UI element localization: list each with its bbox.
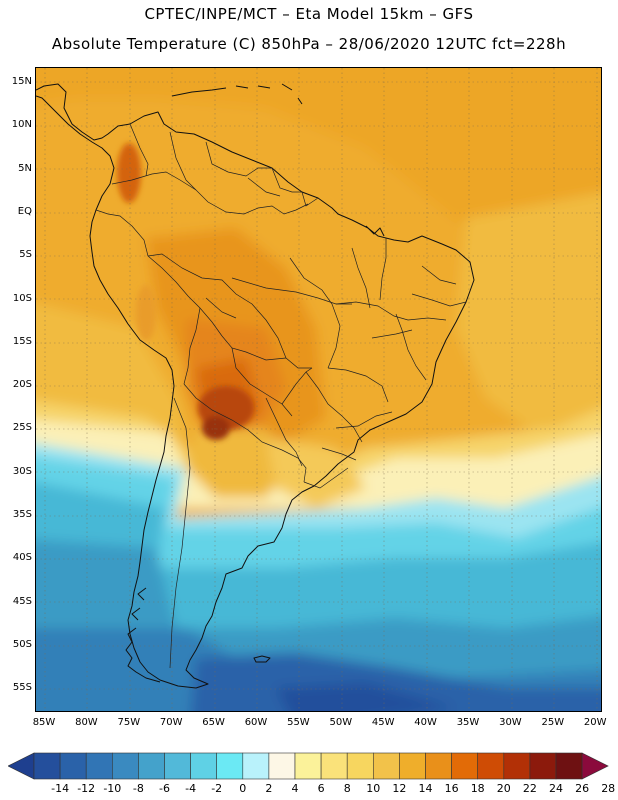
lat-label: 15S (12, 335, 32, 347)
lat-label: 10N (11, 119, 32, 131)
coastlines (36, 83, 475, 689)
colorbar-tick-label: 26 (575, 782, 590, 795)
lon-label: 70W (159, 717, 183, 728)
colorbar-swatch (425, 752, 452, 780)
colorbar-swatch (112, 752, 139, 780)
colorbar-tick-label: 10 (366, 782, 381, 795)
lat-label: 25S (12, 422, 32, 434)
lon-label: 45W (371, 717, 395, 728)
colorbar-tick-label: 6 (317, 782, 325, 795)
colorbar-tick-label: 22 (522, 782, 537, 795)
lon-label: 35W (456, 717, 480, 728)
colorbar-swatch (451, 752, 479, 780)
lat-label: 55S (12, 682, 32, 694)
colorbar-swatch (320, 752, 348, 780)
colorbar-tick-label: -10 (103, 782, 122, 795)
lon-label: 40W (414, 717, 437, 728)
colorbar-swatch (399, 752, 426, 780)
colorbar-tick-label: 2 (265, 782, 273, 795)
lon-label: 50W (329, 717, 353, 728)
colorbar-swatch (529, 752, 557, 780)
colorbar-swatch (268, 752, 296, 780)
colorbar-tick-label: 24 (549, 782, 563, 795)
lat-label: 5N (18, 162, 32, 174)
colorbar-swatch (33, 752, 61, 780)
graticule (36, 68, 601, 711)
lon-label: 75W (117, 717, 141, 728)
colorbar-swatch (555, 752, 583, 780)
temperature-field (36, 68, 601, 711)
lon-label: 85W (32, 717, 56, 728)
colorbar-tick-label: -12 (77, 782, 96, 795)
lat-label: 40S (12, 552, 32, 564)
colorbar-tick-label: -14 (51, 782, 70, 795)
colorbar-swatch (477, 752, 505, 780)
colorbar-tick-label: 14 (418, 782, 433, 795)
colorbar-tick-label: 4 (291, 782, 299, 795)
colorbar-tick-label: 12 (392, 782, 407, 795)
colorbar-tick-label: 0 (239, 782, 247, 795)
colorbar-tick-label: 20 (496, 782, 511, 795)
colorbar-swatch (59, 752, 87, 780)
colorbar-tick-label: -6 (159, 782, 170, 795)
lat-label: 10S (12, 292, 32, 304)
colorbar-tick-label: 16 (444, 782, 459, 795)
lat-label: 15N (11, 76, 32, 87)
colorbar-swatch (242, 752, 270, 780)
lat-label: 20S (12, 379, 32, 391)
colorbar-tick-label: -2 (211, 782, 223, 795)
lon-label: 60W (244, 717, 268, 728)
lat-label: 30S (12, 465, 32, 477)
lat-label: 5S (19, 249, 32, 261)
colorbar-swatch (190, 752, 218, 780)
temperature-map (35, 67, 602, 712)
colorbar-swatch (372, 752, 400, 780)
colorbar-swatch (503, 752, 531, 780)
temperature-colorbar (8, 752, 609, 780)
colorbar-tick-label: 18 (470, 782, 485, 795)
colorbar-swatch (138, 752, 165, 780)
lon-label: 20W (583, 717, 607, 728)
lon-label: 55W (287, 717, 310, 728)
map-title: CPTEC/INPE/MCT – Eta Model 15km – GFS (144, 5, 474, 23)
andes-hotspots (117, 143, 254, 440)
colorbar-swatch (216, 752, 244, 780)
colorbar-tick-label: -8 (132, 782, 144, 795)
lat-label: 50S (12, 638, 32, 650)
lon-label: 65W (202, 717, 225, 728)
colorbar-max-arrow (581, 752, 609, 780)
lon-label: 30W (499, 717, 522, 728)
colorbar-tick-label: -4 (185, 782, 197, 795)
colorbar-swatch (85, 752, 113, 780)
lon-label: 80W (75, 717, 98, 728)
colorbar-tick-label: 8 (343, 782, 351, 795)
colorbar-tick-label: 28 (601, 782, 616, 795)
colorbar-swatch (294, 752, 322, 780)
colorbar-min-arrow (8, 752, 35, 780)
lon-label: 25W (541, 717, 565, 728)
lat-label: EQ (17, 205, 32, 217)
lat-label: 35S (12, 509, 32, 520)
country-borders (95, 123, 467, 669)
colorbar-swatch (164, 752, 191, 780)
colorbar-swatch (346, 752, 374, 780)
map-subtitle: Absolute Temperature (C) 850hPa – 28/06/… (51, 35, 567, 53)
lat-label: 45S (12, 595, 32, 607)
